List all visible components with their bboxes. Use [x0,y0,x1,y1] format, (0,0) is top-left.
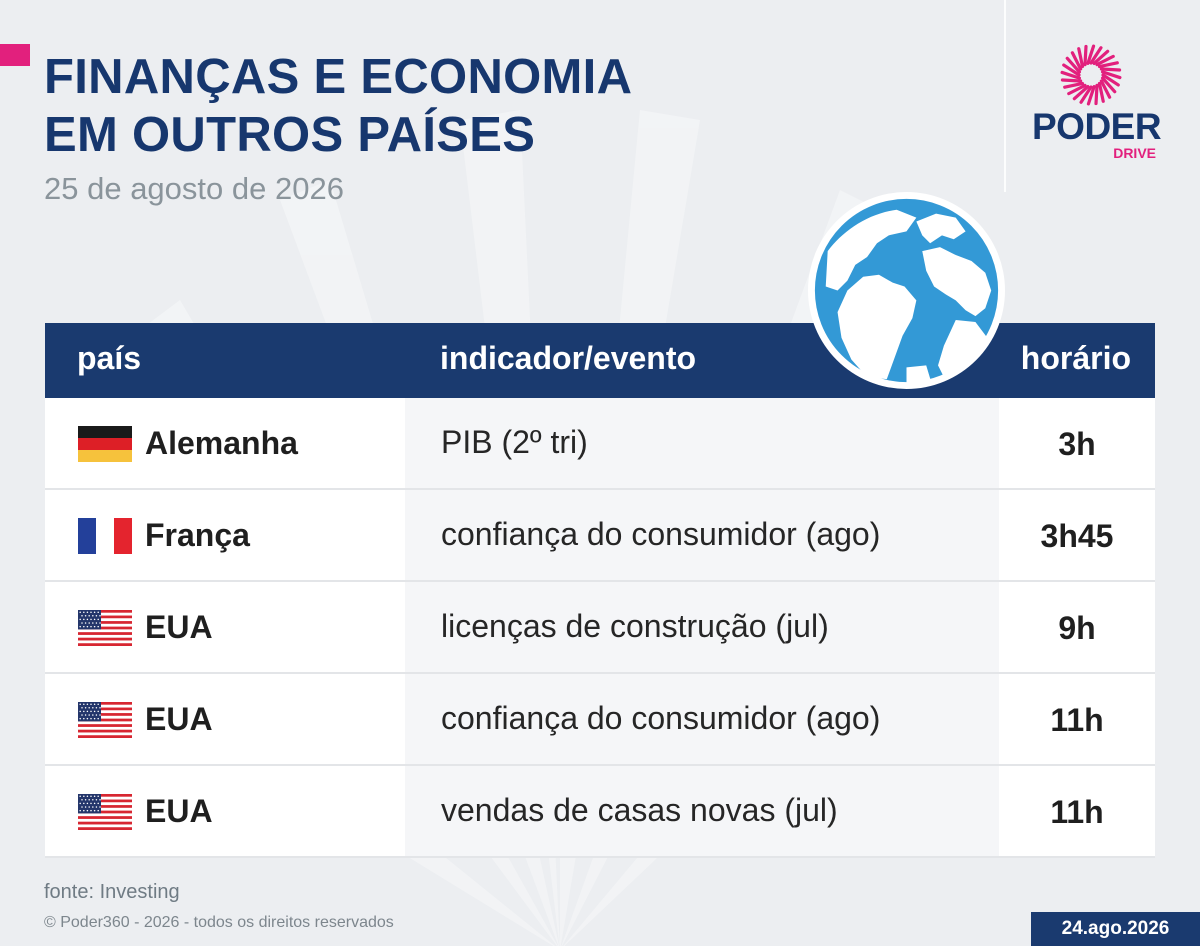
column-header-country: país [77,340,142,376]
title-line-2: EM OUTROS PAÍSES [44,108,536,162]
table-row: EUA confiança do consumidor (ago) 11h [45,674,1155,766]
logo-word: PODER [1032,106,1162,147]
page-title: FINANÇAS E ECONOMIA EM OUTROS PAÍSES [44,48,632,164]
copyright-note: © Poder360 - 2026 - todos os direitos re… [44,914,394,931]
country-cell: EUA [45,766,405,856]
table-row: EUA vendas de casas novas (jul) 11h [45,766,1155,858]
country-cell: França [45,490,405,580]
country-name: EUA [145,793,213,829]
usa-flag-icon [78,794,132,830]
logo-subtext: DRIVE [1113,145,1156,161]
indicator-cell: licenças de construção (jul) [405,582,999,672]
country-name: Alemanha [145,425,298,461]
time-cell: 3h45 [999,490,1155,580]
time-cell: 11h [999,674,1155,764]
column-header-time: horário [1020,340,1131,376]
table-row: França confiança do consumidor (ago) 3h4… [45,490,1155,582]
indicator-text: licenças de construção (jul) [441,608,829,644]
indicator-text: confiança do consumidor (ago) [441,700,881,736]
time-cell: 3h [999,398,1155,488]
indicator-text: confiança do consumidor (ago) [441,516,881,552]
indicator-text: vendas de casas novas (jul) [441,792,838,828]
indicator-cell: PIB (2º tri) [405,398,999,488]
indicator-cell: confiança do consumidor (ago) [405,674,999,764]
column-header-indicator: indicador/evento [440,340,697,376]
germany-flag-icon [78,426,132,462]
date-badge: 24.ago.2026 [1031,912,1200,946]
table-row: Alemanha PIB (2º tri) 3h [45,398,1155,490]
indicator-cell: confiança do consumidor (ago) [405,490,999,580]
indicator-text: PIB (2º tri) [441,424,588,460]
sunburst-icon [1060,44,1122,106]
title-line-1: FINANÇAS E ECONOMIA [44,50,633,104]
accent-tab [0,44,30,66]
country-name: EUA [145,609,213,645]
time-cell: 9h [999,582,1155,672]
time-cell: 11h [999,766,1155,856]
source-note: fonte: Investing [44,881,180,903]
france-flag-icon [78,518,132,554]
country-name: EUA [145,701,213,737]
indicator-cell: vendas de casas novas (jul) [405,766,999,856]
header-divider [1004,0,1006,192]
time-text: 11h [1050,794,1104,830]
country-name: França [145,517,250,553]
country-cell: EUA [45,582,405,672]
country-cell: Alemanha [45,398,405,488]
usa-flag-icon [78,702,132,738]
events-table: país indicador/evento horário Alemanha P… [45,323,1155,858]
country-cell: EUA [45,674,405,764]
page-date: 25 de agosto de 2026 [44,171,344,206]
table-row: EUA licenças de construção (jul) 9h [45,582,1155,674]
time-text: 9h [1058,610,1096,646]
poder-drive-logo: PODER DRIVE [1030,44,1162,164]
time-text: 3h45 [1040,518,1114,554]
usa-flag-icon [78,610,132,646]
globe-icon [808,192,1005,389]
time-text: 3h [1058,426,1096,462]
time-text: 11h [1050,702,1104,738]
